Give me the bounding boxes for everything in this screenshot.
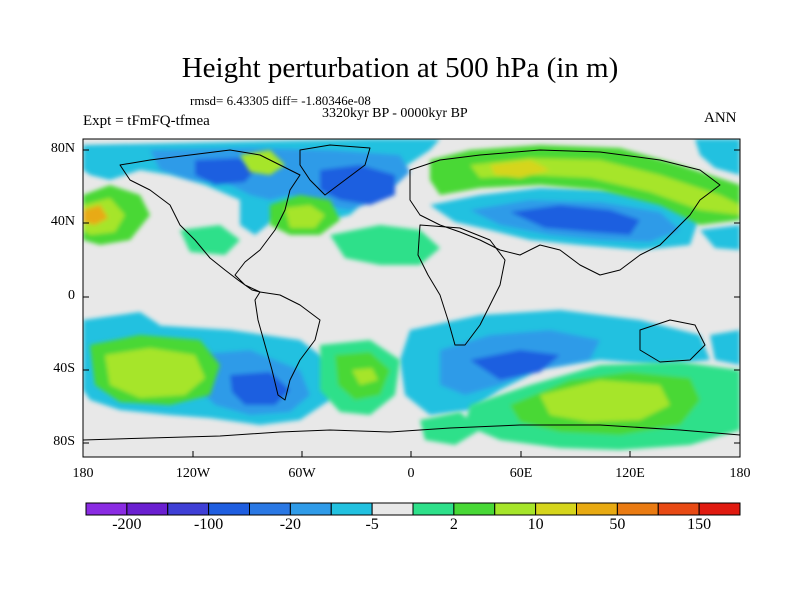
colorbar-label: -20	[279, 516, 302, 533]
map-title: Height perturbation at 500 hPa (in m)	[181, 52, 619, 84]
colorbar-box	[412, 502, 455, 516]
lat-label-40s: 40S	[53, 361, 75, 376]
colorbar-box	[616, 502, 659, 516]
australia-coast	[639, 319, 706, 363]
lat-label-40n: 40N	[50, 214, 75, 229]
greenland-coast	[299, 144, 371, 196]
colorbar-label: -200	[112, 516, 142, 533]
lon-label-120w: 120W	[175, 466, 211, 481]
colorbar-box	[657, 502, 700, 516]
contour-field	[83, 139, 740, 457]
colorbar-box	[535, 502, 577, 516]
colorbar	[85, 502, 741, 516]
antarctica-coast	[83, 424, 740, 441]
colorbar-label: -100	[193, 516, 224, 533]
lon-label-60e: 60E	[509, 466, 533, 481]
colorbar-box	[330, 502, 373, 516]
nh-positive-anomaly	[83, 145, 740, 265]
nh-negative-anomaly	[83, 139, 740, 250]
south-america-coast	[254, 291, 321, 401]
colorbar-box	[576, 502, 618, 516]
colorbar-label: 50	[609, 516, 626, 533]
colorbar-box	[289, 502, 332, 516]
season-label: ANN	[704, 110, 737, 126]
colorbar-box	[167, 502, 210, 516]
lon-label-60w: 60W	[288, 466, 316, 481]
colorbar-box	[494, 502, 537, 516]
experiment-label: Expt = tFmFQ-tfmea	[83, 113, 210, 129]
colorbar-box	[453, 502, 496, 516]
colorbar-label: -5	[365, 516, 379, 533]
lon-label-0: 0	[407, 466, 415, 481]
lat-label-80s: 80S	[53, 434, 75, 449]
colorbar-box	[85, 502, 128, 516]
africa-coast	[417, 224, 506, 346]
colorbar-box	[208, 502, 250, 516]
eurasia-coast	[409, 149, 721, 276]
colorbar-label: 2	[449, 516, 458, 533]
lon-label-180e: 180	[729, 466, 751, 481]
coastlines	[83, 144, 740, 441]
lat-label-80n: 80N	[50, 141, 75, 156]
north-america-coast	[119, 149, 301, 293]
axis-ticks	[83, 149, 740, 457]
colorbar-label: 150	[687, 516, 712, 533]
rmsd-diff-label: rmsd= 6.43305 diff= -1.80346e-08	[190, 93, 371, 108]
colorbar-box	[249, 502, 291, 516]
sh-positive-anomaly	[90, 335, 740, 450]
period-label: 3320kyr BP - 0000kyr BP	[322, 106, 468, 121]
colorbar-box	[126, 502, 169, 516]
lon-label-180w: 180	[72, 466, 94, 481]
lat-label-0: 0	[68, 288, 75, 303]
colorbar-box	[698, 502, 741, 516]
colorbar-box	[371, 502, 414, 516]
lon-label-120e: 120E	[615, 466, 645, 481]
colorbar-label: 10	[527, 516, 544, 533]
